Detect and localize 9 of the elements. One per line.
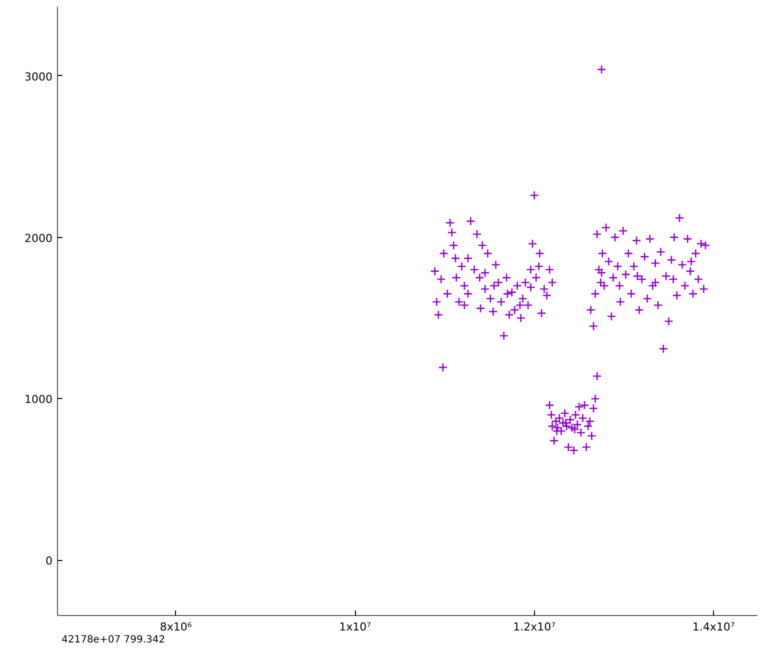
y-tick-label: 2000 (24, 232, 53, 245)
x-tick-label: 1.2x10⁷ (513, 620, 556, 634)
text: 42178e+07 799.342 (62, 634, 166, 646)
x-tick-label: 1x10⁷ (339, 620, 372, 634)
x-tick-label: 8x10⁶ (160, 620, 192, 634)
y-tick-label: 0 (46, 554, 52, 568)
x-tick-label: 1.4x10⁷ (692, 620, 735, 634)
y-tick-label: 1000 (24, 393, 53, 406)
y-tick-label: 3000 (24, 70, 53, 84)
